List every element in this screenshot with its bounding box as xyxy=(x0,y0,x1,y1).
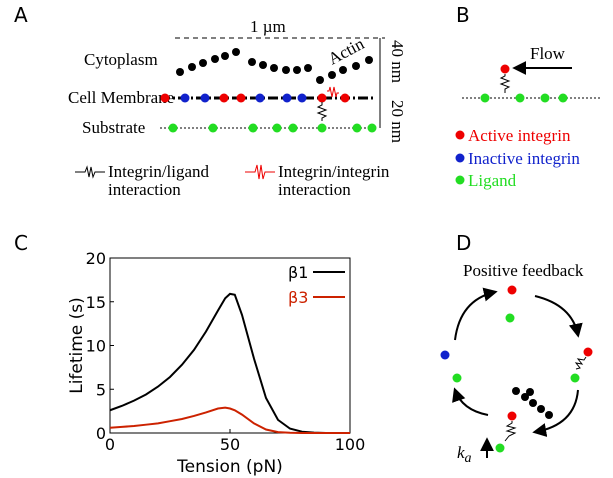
y-tick-label: 15 xyxy=(86,293,106,312)
legend-label: interaction xyxy=(108,180,181,199)
legend-label: Active integrin xyxy=(468,126,571,145)
legend-label: β1 xyxy=(288,263,308,282)
rate-symbol: k xyxy=(457,443,465,462)
panel-a: 1 µm 40 nm 20 nm Cytoplasm Cell Membrane… xyxy=(68,17,407,199)
series-line xyxy=(109,406,350,434)
panel-label: B xyxy=(456,3,470,27)
panel-label: A xyxy=(14,3,28,27)
cycle-arrows xyxy=(452,287,583,437)
panel-b: Flow Active integrin Inactive integrin L… xyxy=(455,44,600,190)
x-tick-label: 50 xyxy=(220,435,240,454)
legend-label: Integrin/integrin xyxy=(278,162,390,181)
height-label: 40 nm xyxy=(388,40,407,83)
flow-label: Flow xyxy=(530,44,566,63)
integrins xyxy=(160,86,350,121)
legend-icon xyxy=(245,164,275,180)
panel-label: C xyxy=(14,231,28,255)
actin xyxy=(176,48,373,84)
y-axis-label: Lifetime (s) xyxy=(67,297,87,394)
x-tick-label: 100 xyxy=(335,435,366,454)
legend-label: β3 xyxy=(288,288,308,307)
y-tick-label: 20 xyxy=(86,249,106,268)
y-tick-label: 5 xyxy=(96,380,106,399)
layer-label: Cytoplasm xyxy=(84,50,158,69)
legend-label: Integrin/ligand xyxy=(108,162,210,181)
chart: 0 5 10 15 20 0 50 100 Tension (pN) Lifetime (s) β1… xyxy=(67,249,365,477)
height-label: 20 nm xyxy=(388,100,407,143)
rate-label: ka xyxy=(457,443,472,466)
panel-title: Positive feedback xyxy=(463,261,584,280)
y-tick-label: 10 xyxy=(86,337,106,356)
y-tick-label: 0 xyxy=(96,424,106,443)
legend-icon xyxy=(75,165,105,179)
x-tick-label: 0 xyxy=(105,435,115,454)
panel-label: D xyxy=(456,231,471,255)
panel-d: Positive feedback ka xyxy=(440,261,593,466)
legend-label: interaction xyxy=(278,180,351,199)
ligands xyxy=(168,123,377,133)
rate-subscript: a xyxy=(465,451,472,466)
layer-label: Cell Membrane xyxy=(68,88,174,107)
series-line xyxy=(109,292,350,434)
x-axis-label: Tension (pN) xyxy=(176,457,283,477)
layer-label: Substrate xyxy=(82,118,145,137)
actin-label: Actin xyxy=(325,34,368,69)
legend-label: Ligand xyxy=(468,171,517,190)
plot-frame xyxy=(109,257,351,434)
legend-label: Inactive integrin xyxy=(468,149,580,168)
scale-label: 1 µm xyxy=(250,17,286,36)
